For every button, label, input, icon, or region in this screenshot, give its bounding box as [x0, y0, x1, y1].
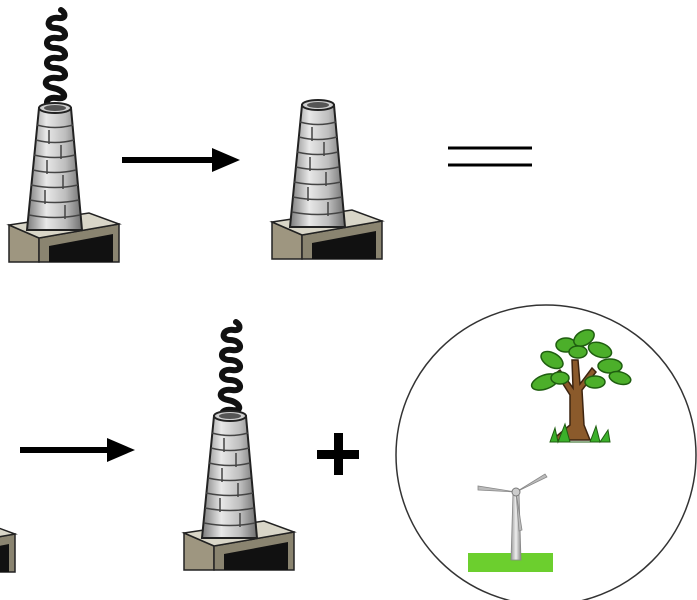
- plus-sign: [317, 433, 359, 475]
- diagram: [0, 0, 697, 600]
- smokestack: [272, 100, 382, 259]
- page: (() => { const data = JSON.parse(documen…: [0, 0, 697, 600]
- smoke: [221, 322, 240, 422]
- equals-sign: [448, 148, 532, 165]
- smokestack-partial: [0, 413, 15, 572]
- smokestack: [184, 411, 294, 570]
- arrow: [122, 148, 240, 172]
- arrow: [20, 438, 135, 462]
- smokestack: [9, 103, 119, 262]
- smoke: [46, 10, 65, 110]
